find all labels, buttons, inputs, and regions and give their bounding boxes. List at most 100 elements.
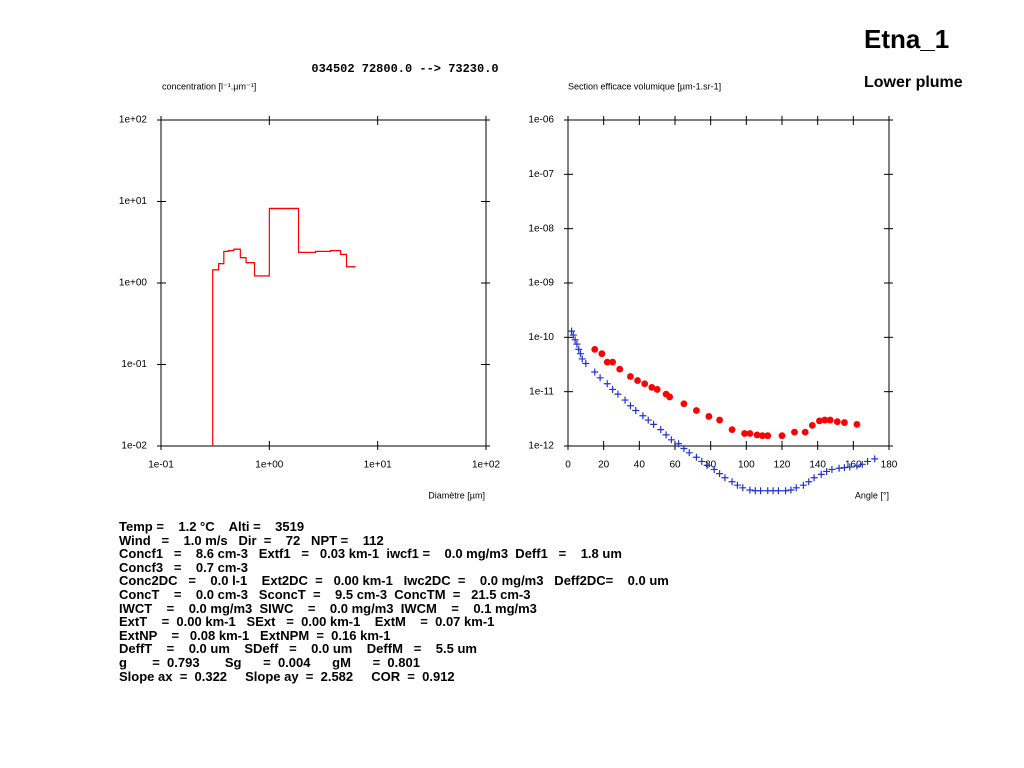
- x-tick-label: 40: [634, 460, 646, 471]
- stats-line: ConcT = 0.0 cm-3 SconcT = 9.5 cm-3 ConcT…: [119, 586, 531, 602]
- point: [632, 407, 640, 415]
- point: [705, 413, 713, 420]
- x-tick-label: 160: [845, 460, 862, 471]
- point: [853, 420, 861, 428]
- point: [698, 457, 706, 465]
- x-tick-label: 1e+02: [472, 460, 501, 471]
- point: [591, 345, 599, 353]
- point: [666, 393, 674, 401]
- point: [787, 486, 795, 494]
- x-tick-label: 0: [565, 460, 571, 471]
- point: [782, 487, 790, 495]
- stats-block: Temp = 1.2 °C Alti = 3519 Wind = 1.0 m/s …: [119, 520, 669, 683]
- y-tick-label: 1e-11: [529, 386, 554, 397]
- plot-frame: [160, 119, 487, 447]
- point: [575, 345, 583, 353]
- stats-line: ExtT = 0.00 km-1 SExt = 0.00 km-1 ExtM =…: [119, 614, 495, 630]
- point: [609, 385, 617, 393]
- point: [571, 336, 579, 344]
- point: [801, 428, 809, 436]
- x-tick-label: 180: [881, 460, 898, 471]
- point: [573, 340, 581, 348]
- point: [614, 390, 622, 398]
- point: [591, 368, 599, 376]
- point: [609, 358, 616, 366]
- point: [578, 355, 586, 363]
- point: [657, 426, 665, 434]
- point: [853, 462, 861, 470]
- point: [616, 365, 624, 373]
- point: [728, 478, 736, 486]
- x-axis-label: Diamètre [µm]: [428, 490, 485, 500]
- histogram-outline: [212, 207, 356, 446]
- point: [621, 396, 629, 404]
- point: [596, 374, 604, 382]
- x-tick-label: 20: [598, 460, 610, 471]
- point: [644, 416, 652, 424]
- stats-line: Wind = 1.0 m/s Dir = 72 NPT = 112: [119, 532, 384, 548]
- point: [805, 478, 813, 486]
- point: [692, 453, 700, 461]
- y-axis-label: Section efficace volumique [µm-1.sr-1]: [568, 81, 721, 91]
- point: [821, 416, 829, 424]
- point: [817, 470, 825, 478]
- point: [576, 350, 584, 358]
- point: [778, 432, 786, 440]
- point: [810, 474, 818, 482]
- stats-line: Slope ax = 0.322 Slope ay = 2.582 COR = …: [119, 668, 455, 684]
- stats-line: Conc2DC = 0.0 l-1 Ext2DC = 0.00 km-1 Iwc…: [119, 573, 669, 589]
- point: [757, 487, 765, 495]
- point: [641, 380, 649, 388]
- y-tick-label: 1e-01: [121, 359, 147, 370]
- stats-line: Temp = 1.2 °C Alti = 3519: [119, 519, 305, 534]
- point: [808, 421, 816, 429]
- stats-line: ExtNP = 0.08 km-1 ExtNPM = 0.16 km-1: [119, 627, 391, 643]
- y-tick-label: 1e-10: [528, 332, 554, 343]
- point: [710, 465, 718, 473]
- point: [685, 449, 693, 457]
- y-axis-label: concentration [l⁻¹.µm⁻¹]: [162, 81, 256, 91]
- x-axis-label: Angle [°]: [855, 490, 889, 500]
- point: [693, 407, 700, 414]
- point: [746, 430, 754, 437]
- point: [653, 386, 661, 393]
- point: [582, 359, 590, 367]
- point: [703, 461, 711, 469]
- point: [733, 481, 741, 489]
- point: [864, 457, 872, 465]
- x-tick-label: 1e+00: [255, 460, 284, 471]
- y-tick-label: 1e-09: [528, 278, 554, 289]
- stats-line: IWCT = 0.0 mg/m3 SIWC = 0.0 mg/m3 IWCM =…: [119, 600, 537, 616]
- point: [846, 463, 854, 471]
- y-tick-label: 1e-07: [528, 169, 554, 180]
- y-tick-label: 1e+02: [119, 115, 148, 126]
- point: [569, 331, 577, 339]
- y-tick-label: 1e+00: [119, 278, 148, 289]
- slide-subtitle: Lower plume: [864, 74, 963, 91]
- point: [739, 484, 747, 492]
- point: [721, 474, 729, 482]
- stats-line: Concf1 = 8.6 cm-3 Extf1 = 0.03 km-1 iwcf…: [119, 546, 622, 562]
- x-tick-label: 140: [809, 460, 826, 471]
- y-tick-label: 1e-08: [528, 223, 554, 234]
- y-tick-label: 1e-12: [528, 441, 554, 452]
- point: [639, 412, 647, 420]
- x-tick-label: 1e+01: [364, 460, 393, 471]
- x-tick-label: 1e-01: [148, 460, 174, 471]
- chart-title: 034502 72800.0 --> 73230.0: [311, 62, 498, 76]
- point: [774, 487, 782, 495]
- stats-line: g = 0.793 Sg = 0.004 gM = 0.801: [119, 654, 420, 670]
- point: [716, 470, 724, 478]
- stats-line: DeffT = 0.0 um SDeff = 0.0 um DeffM = 5.…: [119, 641, 477, 657]
- slide-title: Etna_1: [864, 24, 950, 54]
- y-tick-label: 1e-06: [528, 115, 554, 126]
- point: [823, 467, 831, 475]
- point: [753, 431, 761, 439]
- x-tick-label: 120: [774, 460, 791, 471]
- point: [568, 327, 576, 335]
- point: [799, 481, 807, 489]
- plot-frame: [567, 119, 890, 447]
- point: [741, 430, 748, 437]
- x-tick-label: 80: [705, 460, 717, 471]
- point: [634, 377, 641, 384]
